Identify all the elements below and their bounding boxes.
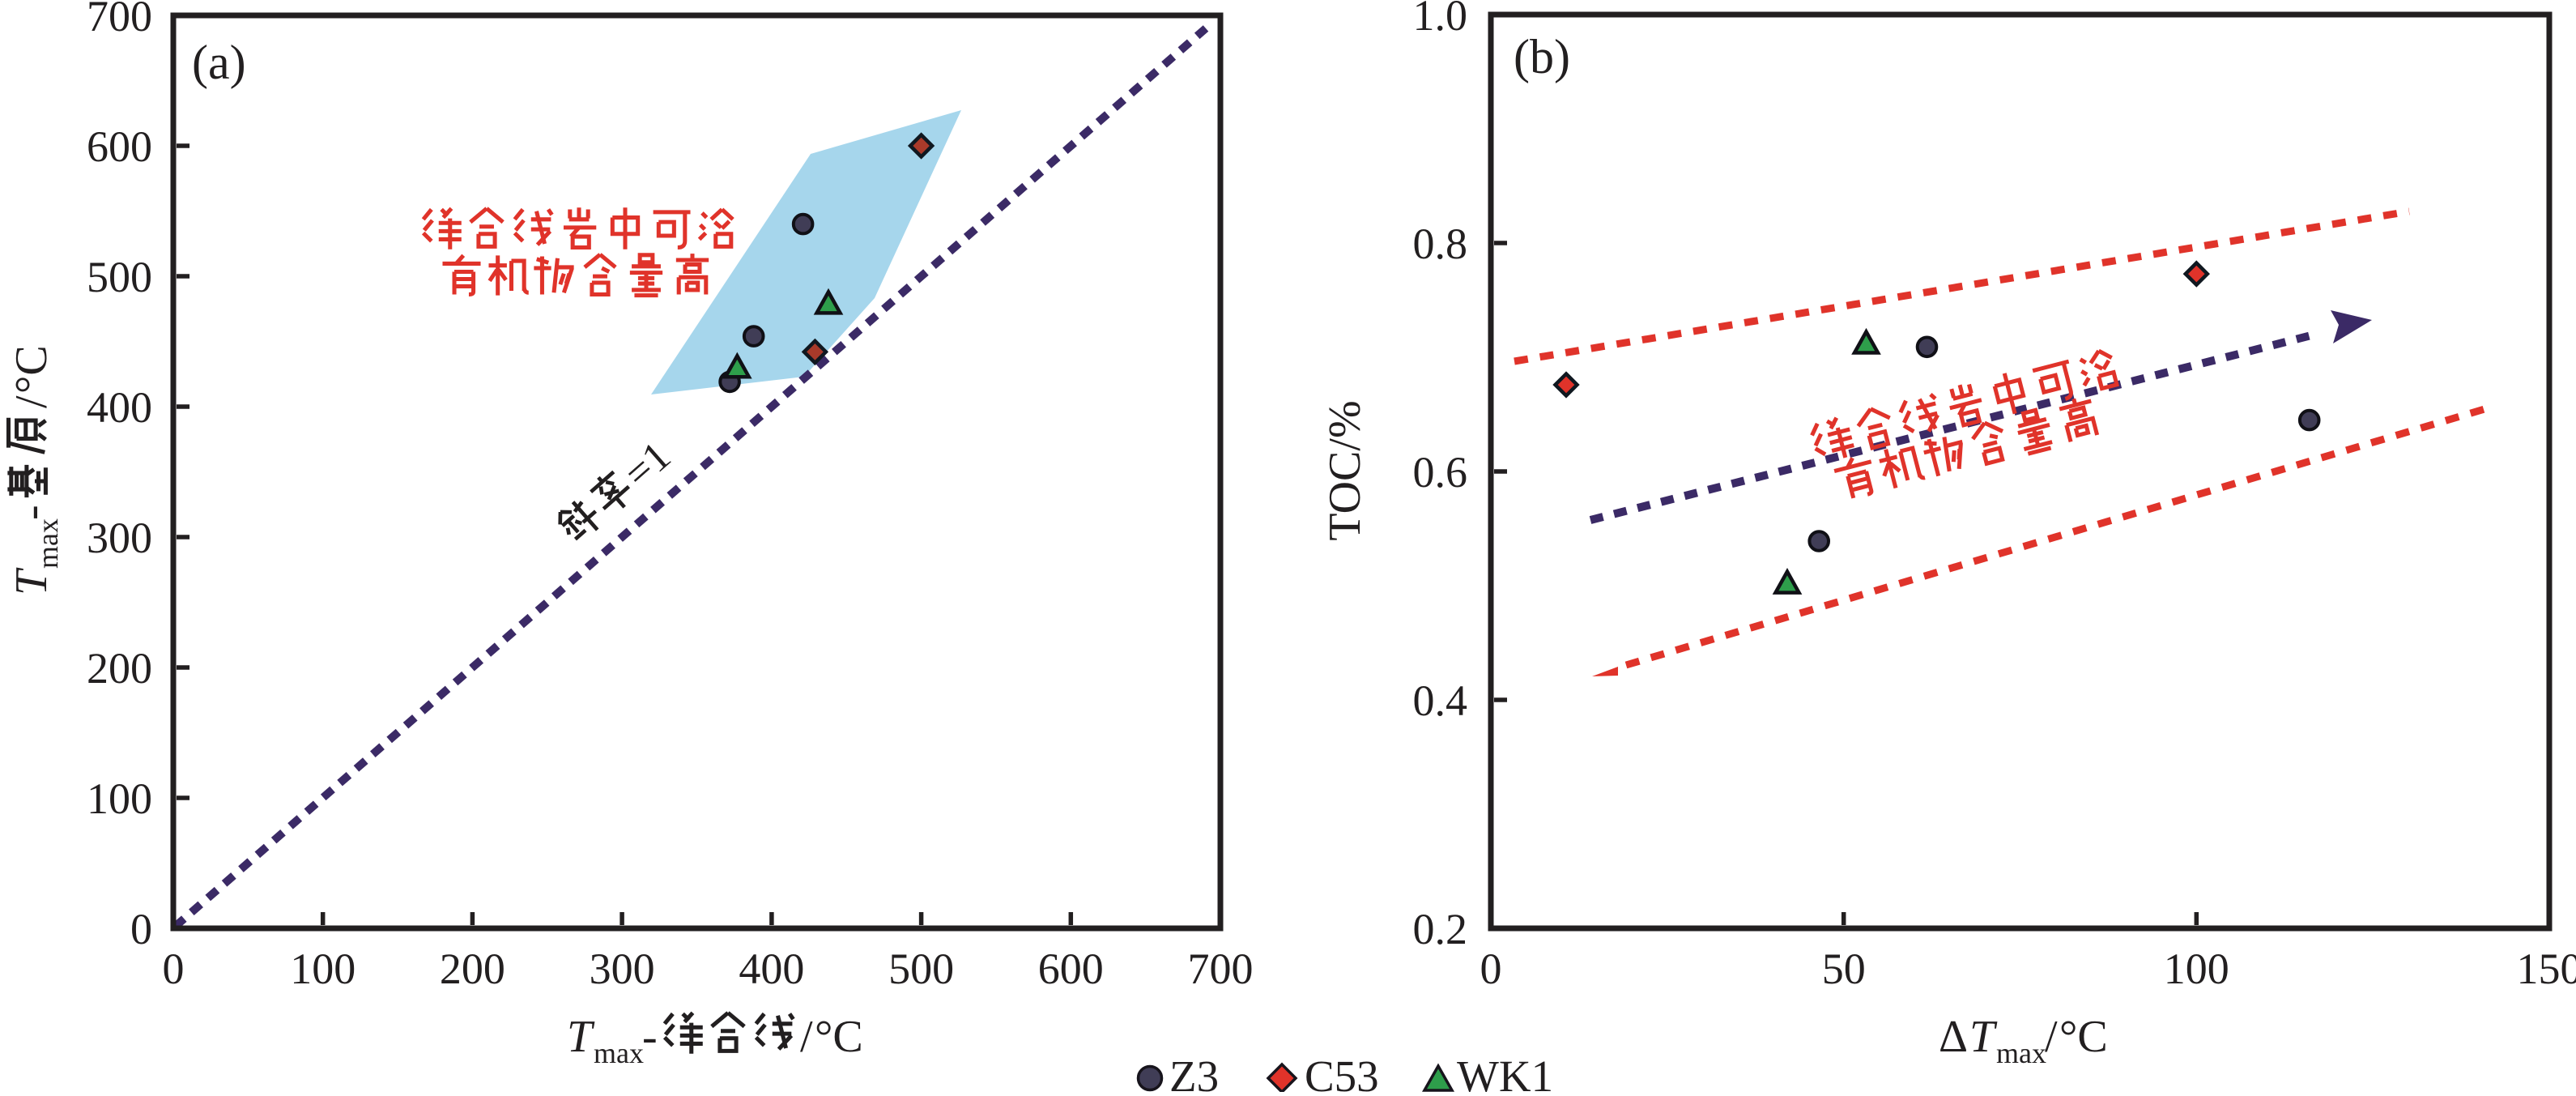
svg-text:50: 50: [1822, 945, 1866, 993]
svg-text:/: /: [800, 1012, 813, 1062]
svg-text:TOC/%: TOC/%: [1320, 400, 1370, 540]
svg-text:/: /: [2045, 1012, 2058, 1062]
svg-text:0.6: 0.6: [1413, 448, 1468, 497]
svg-text:400: 400: [87, 383, 152, 432]
svg-text:100: 100: [290, 945, 356, 993]
svg-text:0: 0: [163, 945, 185, 993]
svg-text:(b): (b): [1514, 30, 1570, 83]
svg-text:(a): (a): [192, 36, 246, 89]
svg-text:Δ: Δ: [1939, 1012, 1968, 1062]
svg-text:max: max: [1996, 1037, 2046, 1069]
svg-text:400: 400: [739, 945, 804, 993]
svg-text:°C: °C: [6, 345, 57, 394]
svg-text:100: 100: [87, 774, 152, 823]
svg-text:600: 600: [1038, 945, 1104, 993]
svg-text:500: 500: [87, 253, 152, 301]
svg-text:200: 200: [440, 945, 505, 993]
svg-text:max: max: [594, 1037, 644, 1069]
svg-text:0.4: 0.4: [1413, 676, 1468, 725]
svg-text:-: -: [642, 1012, 658, 1062]
svg-text:°C: °C: [815, 1012, 863, 1062]
svg-text:0.2: 0.2: [1413, 905, 1468, 953]
svg-text:C53: C53: [1305, 1051, 1379, 1092]
svg-text:°C: °C: [2059, 1012, 2108, 1062]
svg-text:150: 150: [2517, 945, 2576, 993]
svg-text:WK1: WK1: [1457, 1051, 1553, 1092]
svg-text:500: 500: [888, 945, 954, 993]
svg-text:T: T: [567, 1012, 595, 1062]
svg-text:T: T: [1969, 1012, 1998, 1062]
svg-text:300: 300: [590, 945, 655, 993]
svg-text:Z3: Z3: [1169, 1051, 1219, 1092]
svg-text:1.0: 1.0: [1413, 0, 1468, 40]
svg-text:0: 0: [1480, 945, 1502, 993]
svg-text:300: 300: [87, 514, 152, 562]
svg-text:700: 700: [1188, 945, 1254, 993]
svg-text:100: 100: [2164, 945, 2229, 993]
svg-text:600: 600: [87, 122, 152, 171]
svg-text:-: -: [6, 505, 57, 520]
svg-text:700: 700: [87, 0, 152, 41]
svg-text:T: T: [6, 567, 57, 595]
svg-text:200: 200: [87, 644, 152, 693]
svg-text:/: /: [6, 395, 57, 408]
svg-text:max: max: [32, 518, 64, 569]
svg-text:0: 0: [130, 905, 152, 953]
svg-text:0.8: 0.8: [1413, 220, 1468, 268]
